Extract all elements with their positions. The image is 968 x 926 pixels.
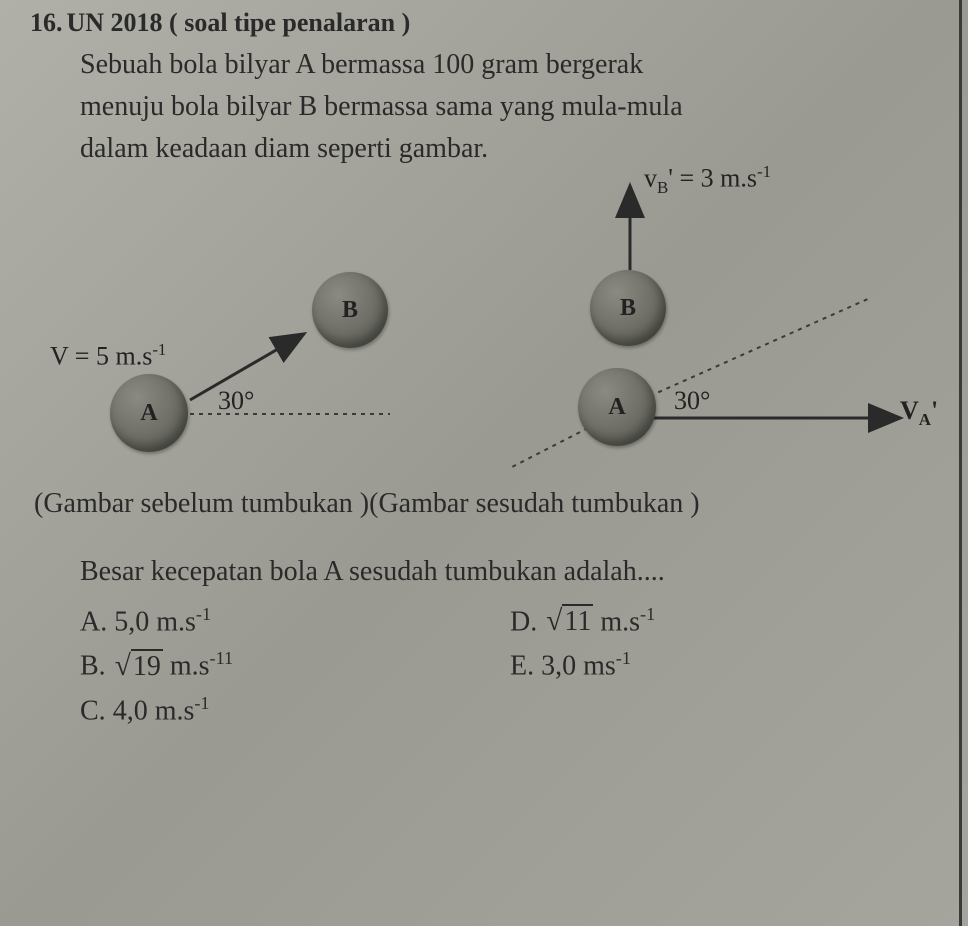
option-a: A. 5,0 m.s-1 (80, 604, 510, 638)
body-line-3: dalam keadaan diam seperti gambar. (80, 128, 918, 170)
diagram-caption: (Gambar sebelum tumbukan )(Gambar sesuda… (34, 488, 938, 520)
ball-b-after: B (590, 270, 666, 346)
dotted-after-2 (510, 428, 588, 468)
v-label-before: V = 5 m.s-1 (50, 340, 166, 372)
option-d: D. 11 m.s-1 (510, 604, 655, 638)
option-c: C. 4,0 m.s-1 (80, 693, 510, 727)
page: 16. UN 2018 ( soal tipe penalaran ) Sebu… (0, 0, 968, 926)
va-label: VA' (900, 396, 938, 430)
question-prompt: Besar kecepatan bola A sesudah tumbukan … (80, 556, 938, 588)
option-row-3: C. 4,0 m.s-1 (80, 693, 938, 727)
angle-after: 30° (674, 386, 710, 416)
ball-b-before-label: B (342, 297, 358, 324)
question-number: 16. (30, 8, 63, 37)
diagram: A B V = 5 m.s-1 30° A B vB' = 3 m.s-1 30… (50, 170, 930, 480)
angle-before: 30° (218, 386, 254, 416)
ball-a-after-label: A (608, 394, 625, 421)
ball-a-after: A (578, 368, 656, 446)
page-border (959, 0, 962, 926)
ball-a-before-label: A (140, 400, 157, 427)
dotted-after-1 (650, 298, 870, 396)
vb-label: vB' = 3 m.s-1 (644, 162, 771, 198)
option-row-1: A. 5,0 m.s-1 D. 11 m.s-1 (80, 604, 938, 638)
ball-b-after-label: B (620, 295, 636, 322)
question-header: 16. UN 2018 ( soal tipe penalaran ) (30, 8, 938, 38)
question-source: UN 2018 ( soal tipe penalaran ) (67, 8, 411, 37)
ball-b-before: B (312, 272, 388, 348)
body-line-2: menuju bola bilyar B bermassa sama yang … (80, 86, 918, 128)
option-b: B. 19 m.s-11 (80, 648, 510, 682)
ball-a-before: A (110, 374, 188, 452)
options: A. 5,0 m.s-1 D. 11 m.s-1 B. 19 m.s-11 E.… (80, 604, 938, 727)
body-line-1: Sebuah bola bilyar A bermassa 100 gram b… (80, 44, 918, 86)
question-body: Sebuah bola bilyar A bermassa 100 gram b… (80, 44, 938, 170)
option-row-2: B. 19 m.s-11 E. 3,0 ms-1 (80, 648, 938, 682)
option-e: E. 3,0 ms-1 (510, 648, 631, 682)
